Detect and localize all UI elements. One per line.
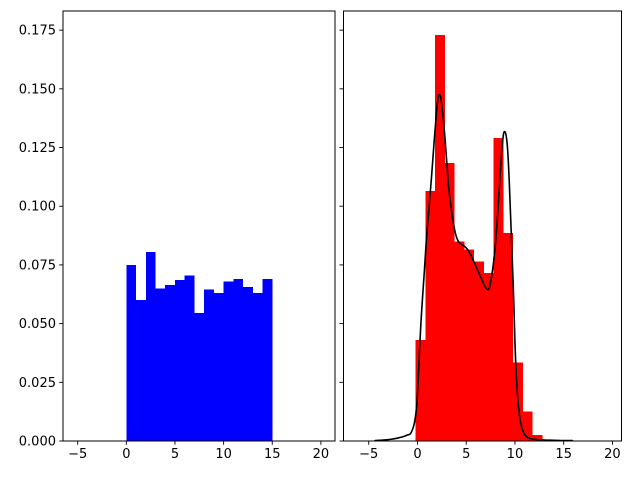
y-tick-label: 0.000 (19, 435, 56, 450)
y-axis-ticks (339, 29, 344, 442)
x-tick-label: 20 (313, 447, 330, 462)
histogram-bar (126, 264, 137, 441)
histogram-bar (174, 280, 185, 441)
axes-spines (342, 10, 623, 442)
histogram-bar (194, 313, 205, 441)
x-axis-ticks: −5 0 5 10 15 20 (68, 441, 329, 462)
x-tick-label: 10 (215, 447, 232, 462)
y-axis-ticks: 0.000 0.025 0.050 0.075 0.100 0.125 0.150 0.175 (19, 24, 63, 450)
axes-spines (62, 10, 336, 442)
y-tick-label: 0.025 (19, 376, 56, 391)
histogram-bars (126, 252, 273, 441)
x-tick-label: 0 (413, 447, 421, 462)
histogram-bars (415, 34, 543, 442)
x-tick-label: 20 (604, 447, 621, 462)
y-tick-label: 0.125 (19, 141, 56, 156)
histogram-bar (213, 293, 224, 441)
x-axis-ticks: −5 0 5 10 15 20 (359, 441, 621, 462)
histogram-bar (223, 281, 234, 441)
histogram-bar (145, 252, 156, 441)
histogram-bar (444, 162, 455, 442)
y-tick-label: 0.175 (19, 24, 56, 39)
x-tick-label: −5 (68, 447, 87, 462)
x-tick-label: 5 (462, 447, 470, 462)
histogram-bar (243, 287, 253, 441)
y-tick-label: 0.050 (19, 317, 56, 332)
histogram-bar (532, 435, 543, 441)
histogram-bar (425, 190, 436, 441)
histogram-bar (464, 249, 475, 441)
x-tick-label: 0 (122, 447, 130, 462)
x-tick-label: 5 (171, 447, 179, 462)
kde-curve (374, 93, 574, 442)
x-tick-label: 15 (264, 447, 281, 462)
histogram-bar (155, 288, 166, 441)
right-subplot: −5 0 5 10 15 20 (339, 10, 623, 462)
histogram-bar (136, 300, 146, 441)
y-tick-label: 0.100 (19, 200, 56, 215)
x-tick-label: −5 (359, 447, 378, 462)
histogram-bar (165, 284, 175, 441)
histogram-bar (474, 261, 484, 441)
histogram-bar (184, 275, 195, 441)
histogram-bar (415, 340, 426, 441)
y-tick-label: 0.075 (19, 258, 56, 273)
histogram-bar (493, 138, 504, 441)
histogram-bar (204, 289, 214, 441)
y-tick-label: 0.150 (19, 82, 56, 97)
histogram-bar (233, 279, 244, 441)
left-subplot: −5 0 5 10 15 20 0.000 0.025 0.050 0.075 0.100 0.125… (19, 10, 336, 462)
histogram-bar (522, 411, 533, 441)
histogram-bar (483, 273, 494, 441)
x-tick-label: 10 (507, 447, 524, 462)
histogram-bar (252, 293, 263, 441)
histogram-bar (454, 241, 465, 441)
x-tick-label: 15 (555, 447, 572, 462)
histogram-bar (262, 279, 273, 441)
histogram-bar (435, 34, 445, 441)
histogram-bar (503, 233, 514, 441)
